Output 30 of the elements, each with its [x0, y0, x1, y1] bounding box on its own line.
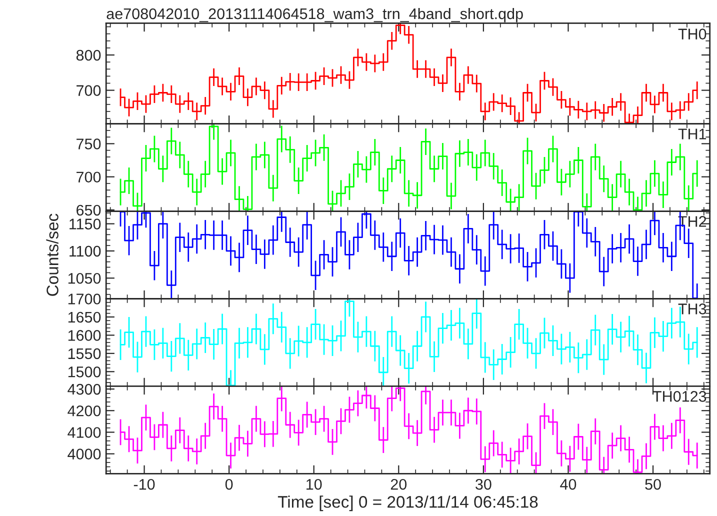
y-tick-label: 800 — [76, 50, 101, 61]
annotation: TH0123 — [652, 390, 706, 402]
y-tick-label: 650 — [76, 204, 101, 216]
chart-title: ae708042010_20131114064518_wam3_trn_4band_short.qdp — [106, 8, 523, 22]
x-tick-label: 40 — [560, 478, 576, 490]
annotation: TH1 — [678, 128, 706, 140]
y-tick-label: 1050 — [68, 272, 101, 284]
y-tick-label: 700 — [76, 172, 101, 183]
y-tick-label: 4000 — [68, 448, 101, 460]
y-tick-label: 1700 — [68, 294, 101, 304]
x-tick-label: -10 — [134, 478, 155, 490]
y-tick-label: 700 — [76, 85, 101, 96]
y-tick-label: 1100 — [70, 246, 101, 257]
y-tick-label: 4100 — [68, 427, 101, 438]
y-tick-label: 1600 — [68, 330, 101, 341]
y-tick-label: 1500 — [68, 366, 101, 378]
x-tick-label: 20 — [390, 478, 407, 490]
x-tick-label: 30 — [476, 478, 492, 490]
y-tick-label: 1150 — [70, 218, 101, 230]
y-axis-title: Counts/sec — [46, 214, 58, 296]
x-tick-label: 50 — [645, 478, 661, 490]
y-tick-label: 750 — [76, 138, 101, 150]
y-tick-label: 1550 — [68, 348, 101, 360]
annotation: TH0 — [678, 28, 706, 40]
y-tick-label: 1650 — [68, 312, 101, 323]
x-tick-label: 10 — [306, 478, 322, 490]
y-tick-label: 4300 — [68, 384, 101, 395]
x-tick-label: 0 — [225, 478, 233, 490]
y-tick-label: 4200 — [68, 405, 101, 416]
x-axis-title: Time [sec] 0 = 2013/11/14 06:45:18 — [278, 496, 538, 512]
